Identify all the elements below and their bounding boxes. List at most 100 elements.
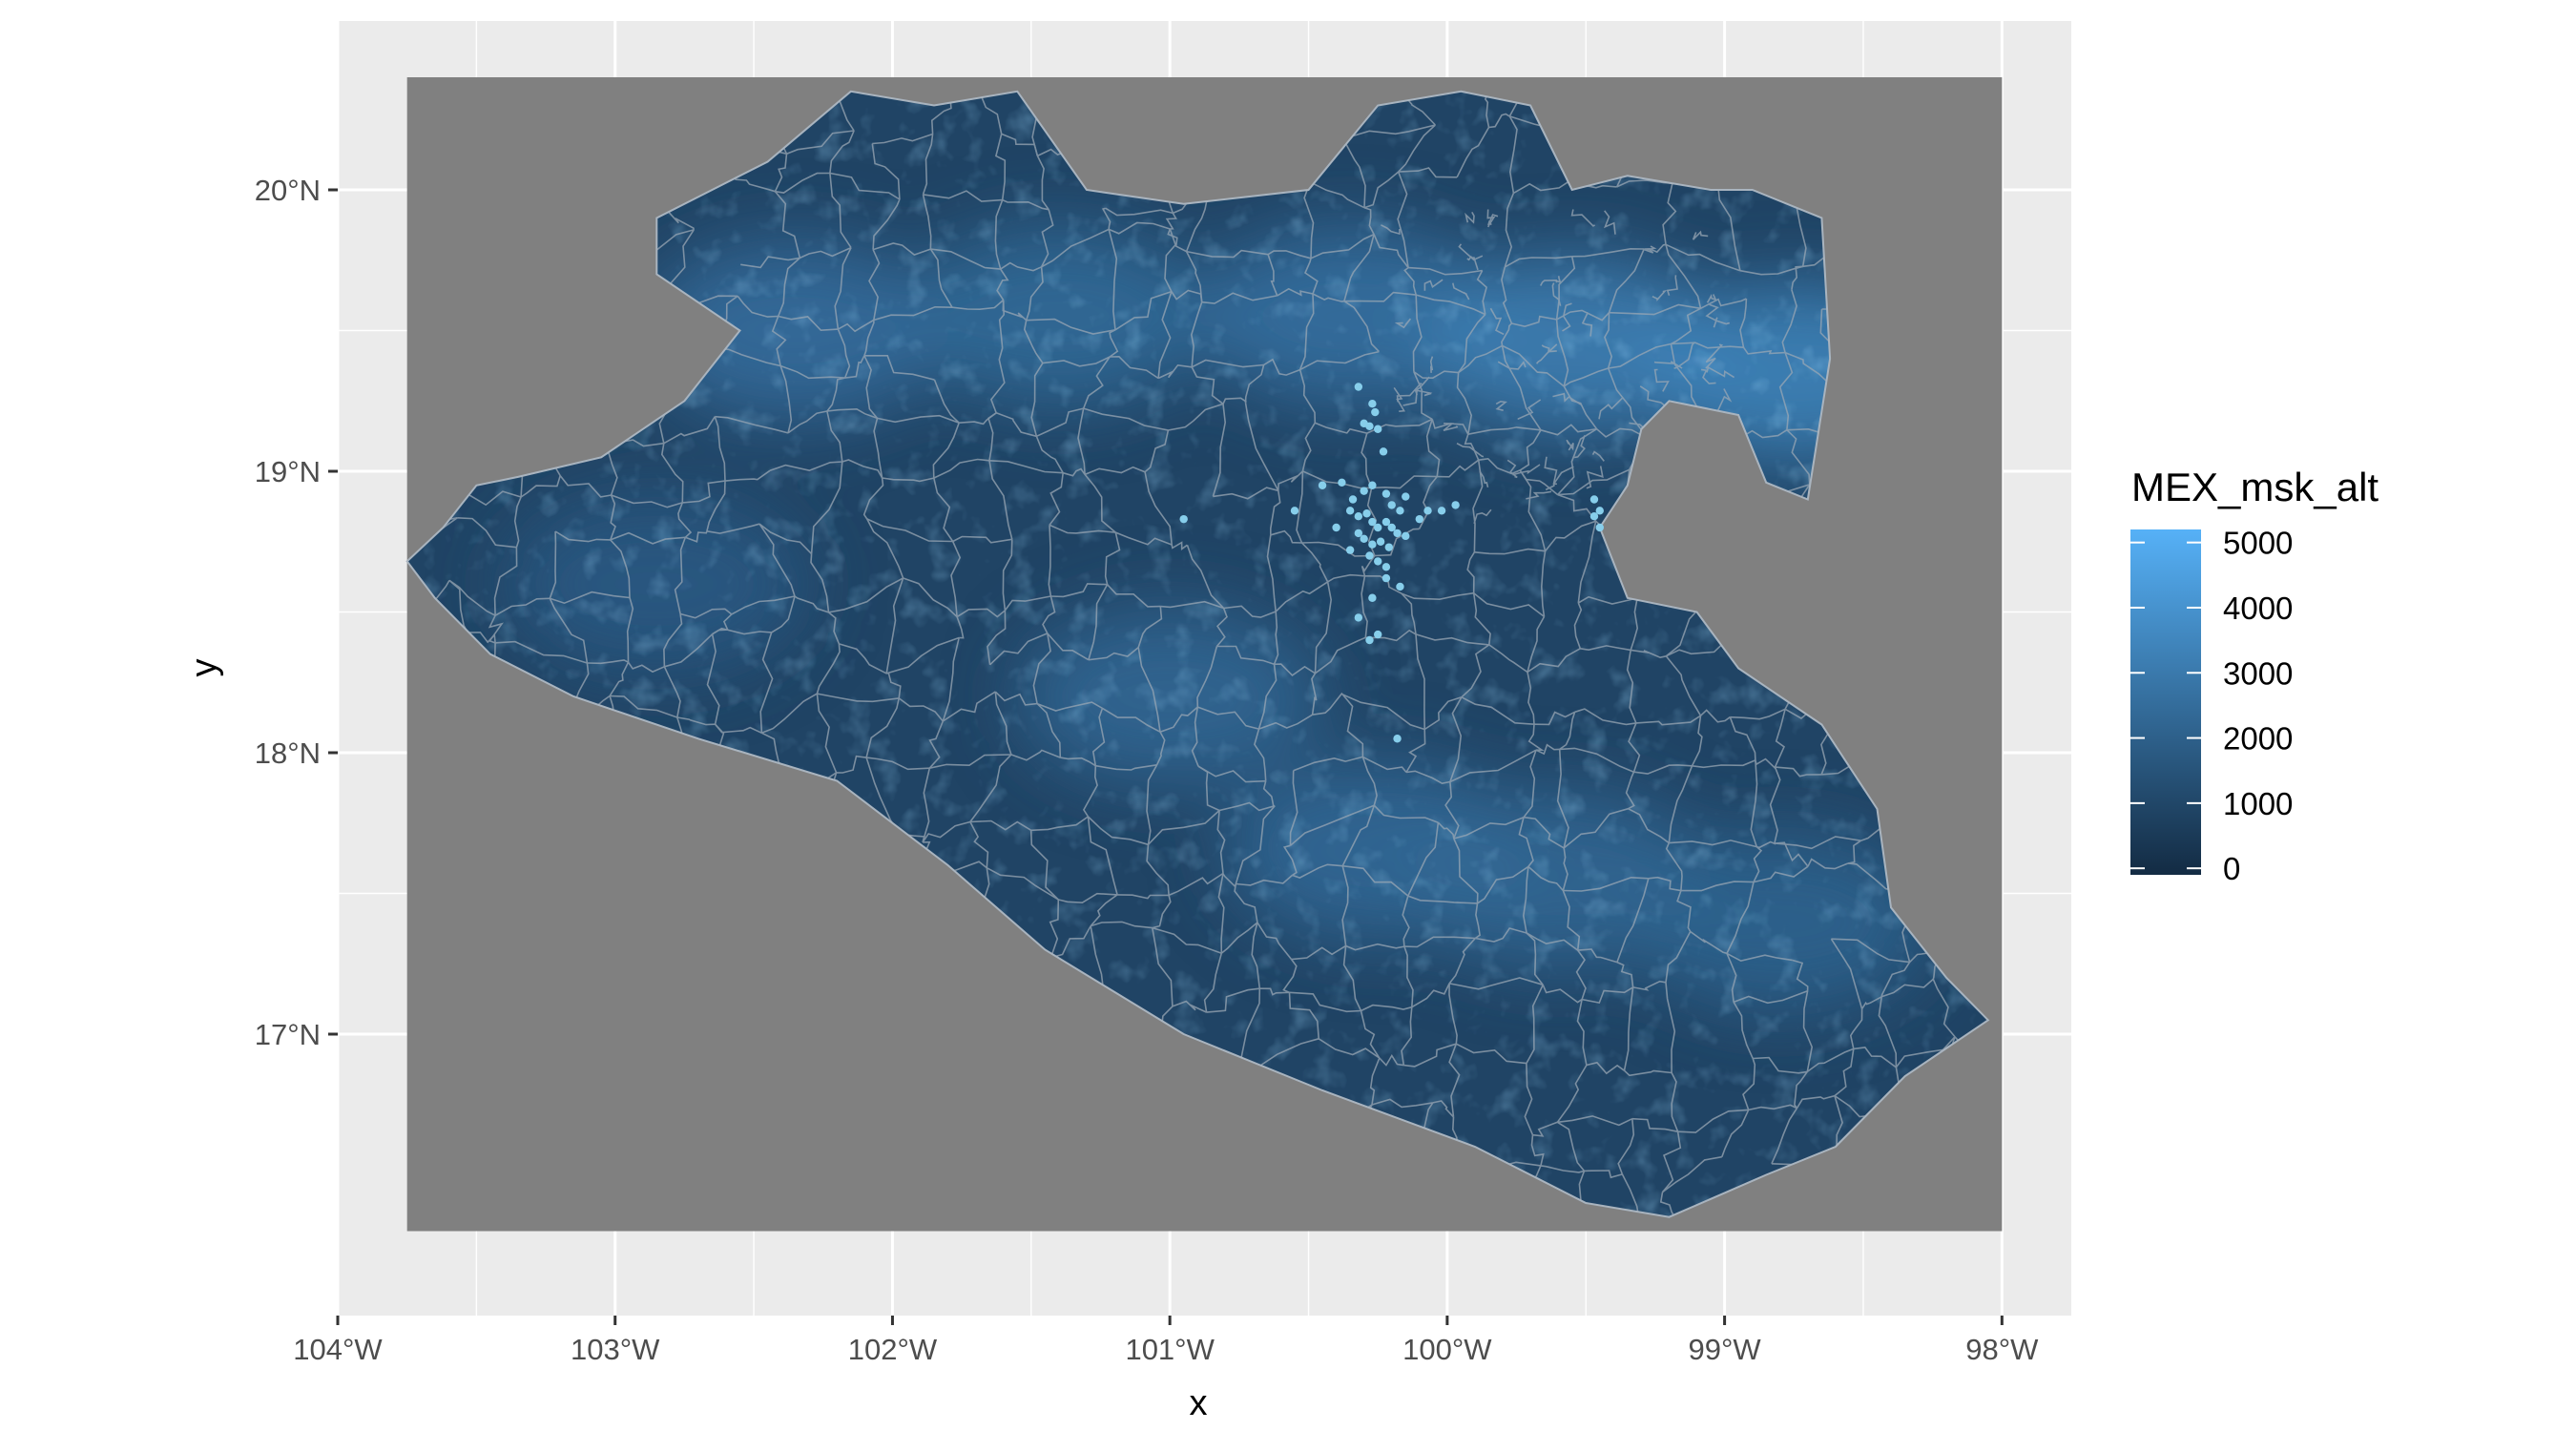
municipality-border <box>1244 364 1265 404</box>
municipality-border <box>1527 672 1535 725</box>
municipality-border <box>1474 548 1546 555</box>
occurrence-point <box>1354 512 1363 521</box>
municipality-border <box>1623 1069 1672 1077</box>
municipality-border <box>1792 959 1809 991</box>
municipality-border <box>1191 359 1264 368</box>
municipality-border <box>877 414 960 424</box>
municipality-border <box>1257 664 1278 730</box>
municipality-border <box>1289 991 1361 1013</box>
municipality-border <box>1729 716 1756 760</box>
municipality-border <box>1676 890 1692 932</box>
municipality-border <box>1197 706 1259 730</box>
municipality-border <box>706 481 726 531</box>
occurrence-point <box>1402 531 1410 541</box>
municipality-border <box>777 257 800 317</box>
occurrence-point <box>1318 481 1327 489</box>
occurrence-point <box>1381 563 1391 571</box>
municipality-border <box>1635 715 1701 726</box>
municipality-border <box>1448 937 1476 985</box>
municipality-border <box>1408 266 1483 276</box>
municipality-border <box>488 614 504 644</box>
municipality-border <box>873 418 883 479</box>
x-tick-label: 104°W <box>293 1333 383 1366</box>
municipality-border <box>1563 385 1598 430</box>
municipality-border <box>1737 429 1788 440</box>
municipality-border <box>1542 984 1583 1004</box>
municipality-border <box>1423 696 1463 731</box>
municipality-border <box>1608 248 1645 313</box>
occurrence-point <box>1348 495 1358 504</box>
municipality-border <box>1023 320 1044 364</box>
municipality-border <box>1275 581 1329 612</box>
municipality-border <box>1415 294 1486 316</box>
municipality-border <box>922 194 932 250</box>
municipality-border <box>988 460 1064 474</box>
municipality-border <box>1739 298 1748 348</box>
municipality-border <box>1429 356 1434 373</box>
municipality-border <box>1522 866 1529 934</box>
municipality-border <box>758 523 813 555</box>
municipality-border <box>712 627 772 635</box>
municipality-border <box>1631 1117 1678 1132</box>
municipality-border <box>1623 986 1634 1071</box>
municipality-border <box>1270 529 1302 544</box>
occurrence-points <box>1179 383 1604 743</box>
municipality-border <box>779 364 845 380</box>
municipality-border <box>1443 423 1459 431</box>
municipality-border <box>1415 633 1425 730</box>
occurrence-point <box>1381 489 1391 498</box>
municipality-border <box>1298 369 1317 424</box>
municipality-border <box>1633 764 1693 775</box>
municipality-border <box>1621 1173 1646 1217</box>
municipality-border <box>839 643 887 674</box>
municipality-border <box>1581 986 1634 1005</box>
municipality-border <box>1458 243 1479 271</box>
occurrence-point <box>1393 529 1402 538</box>
municipality-border <box>1402 895 1410 947</box>
municipality-border <box>1692 759 1756 769</box>
municipality-border <box>1114 531 1173 546</box>
municipality-border <box>1581 312 1593 337</box>
municipality-border <box>933 379 960 424</box>
municipality-border <box>1299 350 1380 371</box>
municipality-border <box>1144 429 1170 473</box>
municipality-border <box>1062 467 1086 477</box>
municipality-border <box>1452 282 1470 301</box>
municipality-border <box>1300 542 1329 583</box>
municipality-border <box>1091 708 1106 766</box>
municipality-border <box>1473 592 1545 618</box>
municipality-border <box>1105 207 1174 217</box>
municipality-border <box>731 595 796 615</box>
municipality-border <box>554 530 611 543</box>
municipality-border <box>816 694 838 774</box>
municipality-border <box>863 355 879 419</box>
municipality-border <box>1648 876 1682 892</box>
municipality-border <box>1716 176 1741 271</box>
municipality-border <box>952 535 1012 544</box>
municipality-border <box>1831 938 1910 964</box>
municipality-border <box>988 460 1013 540</box>
municipality-border <box>1671 1072 1679 1132</box>
municipality-border <box>1414 388 1433 397</box>
municipality-border <box>1152 895 1172 929</box>
municipality-border <box>1084 466 1146 476</box>
municipality-border <box>1517 399 1542 420</box>
occurrence-point <box>1381 573 1391 583</box>
municipality-border <box>1273 611 1279 665</box>
municipality-border <box>706 633 720 725</box>
municipality-border <box>1706 294 1717 303</box>
municipality-border <box>987 412 997 461</box>
municipality-border <box>1050 925 1091 959</box>
occurrence-point <box>1374 523 1382 532</box>
municipality-border <box>994 691 1038 706</box>
municipality-border <box>1478 457 1521 475</box>
y-tick-label: 20°N <box>255 174 321 207</box>
municipality-border <box>1527 724 1545 751</box>
municipality-border <box>1802 990 1814 1072</box>
municipality-border <box>494 597 551 616</box>
municipality-border <box>1108 221 1171 235</box>
occurrence-point <box>1360 534 1368 543</box>
municipality-border <box>1157 291 1173 379</box>
municipality-border <box>989 347 1006 414</box>
